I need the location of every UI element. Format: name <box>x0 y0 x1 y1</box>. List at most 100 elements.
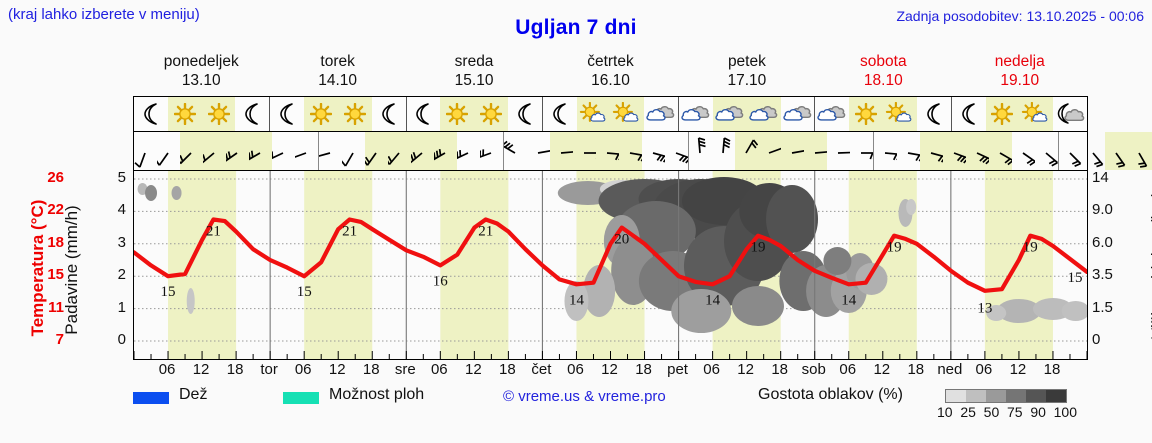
wind-barbs-day-2 <box>319 132 504 170</box>
sun-icon <box>167 97 202 131</box>
wind-barbs-day-3 <box>504 132 689 170</box>
moon-icon <box>917 97 951 131</box>
day-name: nedelja <box>994 53 1045 70</box>
location-menu-note: (kraj lahko izberete v meniju) <box>8 6 200 23</box>
x-tick-label: 12 <box>192 361 210 378</box>
day-name: četrtek <box>587 53 634 70</box>
precipitation-axis-title: Padavine (mm/h) <box>62 205 81 335</box>
sun-icon <box>849 97 884 131</box>
cloud-scale-value: 90 <box>1030 404 1046 420</box>
legend: Dež Možnost ploh © vreme.us & vreme.pro … <box>133 386 1143 422</box>
cloud-scale-step <box>966 390 986 402</box>
cloud-height-tick: 0 <box>1092 331 1101 348</box>
cloud-height-tick: 3.5 <box>1092 266 1113 284</box>
sun-icon <box>337 97 372 131</box>
cloud-height-tick: 1.5 <box>1092 298 1113 316</box>
wind-barb-icon <box>1105 132 1128 170</box>
x-tick-label: 18 <box>362 361 380 378</box>
cloud-height-tick: 14 <box>1092 169 1109 186</box>
legend-swatch-rain <box>133 392 169 404</box>
day-name: sobota <box>860 53 907 70</box>
wind-barb-icon <box>203 132 226 170</box>
day-date: 15.10 <box>454 72 494 89</box>
wind-barb-icon <box>804 132 827 170</box>
x-tick-label: 18 <box>499 361 516 378</box>
cloud-scale-value: 100 <box>1053 404 1077 420</box>
day-date: 13.10 <box>181 72 221 89</box>
precipitation-tick: 2 <box>117 266 126 284</box>
cloud-scale-step <box>1006 390 1026 402</box>
sun-cloud-icon <box>883 97 917 131</box>
temp-label: 15 <box>1068 270 1083 286</box>
x-tick-label: pet <box>667 361 688 378</box>
wind-barb-icon <box>226 132 249 170</box>
x-tick-label: 06 <box>294 361 312 378</box>
copyright-link[interactable]: © vreme.us & vreme.pro <box>503 388 666 405</box>
cloud-scale-value: 10 <box>937 404 953 420</box>
wind-barb-icon <box>434 132 457 170</box>
cloud-scale-step <box>986 390 1006 402</box>
day-date: 14.10 <box>318 72 358 89</box>
wind-barbs-day-4 <box>689 132 874 170</box>
cloud-scale-step <box>1026 390 1046 402</box>
day-header-ponedeljek: ponedeljek 13.10 <box>133 52 269 92</box>
day-header-torek: torek 14.10 <box>269 52 405 92</box>
x-tick-label: 18 <box>1043 361 1061 378</box>
sun-icon <box>304 97 338 131</box>
temperature-tick: 7 <box>55 331 64 348</box>
moon-icon <box>270 97 304 131</box>
wind-barb-icon <box>989 132 1012 170</box>
wind-barb-icon <box>365 132 388 170</box>
wind-barb-icon <box>457 132 480 170</box>
sun-cloud-icon <box>1019 97 1054 131</box>
wind-barb-icon <box>504 132 527 170</box>
x-tick-label: 12 <box>465 361 482 378</box>
temp-label: 21 <box>206 224 221 240</box>
wind-barb-icon <box>249 132 272 170</box>
sun-icon <box>474 97 509 131</box>
moon-icon <box>407 97 441 131</box>
cloud-icon <box>712 97 747 131</box>
day-header-sreda: sreda 15.10 <box>406 52 542 92</box>
plot-svg: 15 21 15 21 16 21 14 20 14 19 14 19 13 19 15 <box>134 171 1087 359</box>
day-date: 18.10 <box>863 72 903 89</box>
x-tick-label: sob <box>801 361 826 378</box>
sun-cloud-icon <box>610 97 645 131</box>
weather-icons-day-7 <box>952 97 1087 131</box>
temp-label: 15 <box>161 284 176 300</box>
precipitation-tick: 4 <box>117 201 126 219</box>
temp-label: 14 <box>569 292 585 308</box>
temp-label: 20 <box>614 232 629 248</box>
wind-barb-icon <box>1012 132 1035 170</box>
wind-barb-icon <box>1059 132 1082 170</box>
wind-barb-icon <box>411 132 434 170</box>
day-name: petek <box>727 53 766 70</box>
x-tick-label: 06 <box>975 361 993 378</box>
wind-barb-icon <box>388 132 411 170</box>
wind-barb-icon <box>295 132 318 170</box>
x-tick-label: 12 <box>1009 361 1027 378</box>
temperature-tick: 15 <box>47 266 64 284</box>
x-tick-label: 06 <box>839 361 857 378</box>
weather-icons-day-6 <box>815 97 952 131</box>
x-axis-tick-labels: 06 12 18 tor 06 12 18 sre 06 12 18 čet 06 12 18 pet 06 12… <box>133 361 1088 381</box>
weather-icons-day-3 <box>407 97 543 131</box>
temp-label: 21 <box>478 224 493 240</box>
day-header-četrtek: četrtek 16.10 <box>542 52 678 92</box>
precipitation-tick: 3 <box>117 233 126 251</box>
temp-label: 19 <box>887 240 902 256</box>
wind-barb-icon <box>665 132 688 170</box>
cloud-scale-value: 50 <box>983 404 1000 420</box>
day-name: ponedeljek <box>163 53 239 70</box>
cloud-icon <box>781 97 815 131</box>
day-date: 16.10 <box>591 72 630 89</box>
x-tick-label: 06 <box>430 361 448 378</box>
day-separators <box>269 171 952 359</box>
x-tick-label: 06 <box>158 361 176 378</box>
temperature-tick: 11 <box>48 298 64 316</box>
wind-barb-icon <box>342 132 365 170</box>
moon-icon <box>952 97 986 131</box>
legend-label-rain: Dež <box>179 386 208 403</box>
weather-icons-day-2 <box>270 97 407 131</box>
x-tick-label: 12 <box>873 361 891 378</box>
